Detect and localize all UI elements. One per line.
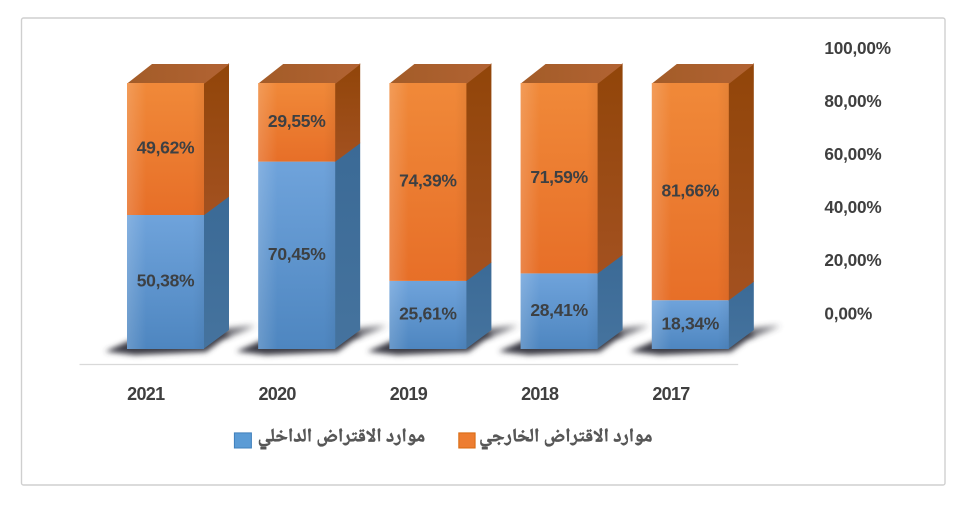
- svg-text:49,62%: 49,62%: [137, 138, 195, 158]
- svg-text:71,59%: 71,59%: [530, 167, 588, 187]
- svg-text:29,55%: 29,55%: [268, 111, 326, 131]
- svg-text:2017: 2017: [652, 384, 690, 404]
- svg-text:50,38%: 50,38%: [137, 271, 195, 291]
- svg-text:2018: 2018: [521, 384, 559, 404]
- svg-text:2021: 2021: [127, 384, 165, 404]
- svg-text:70,45%: 70,45%: [268, 244, 326, 264]
- svg-text:60,00%: 60,00%: [824, 144, 881, 164]
- svg-text:40,00%: 40,00%: [824, 197, 881, 217]
- svg-text:0,00%: 0,00%: [824, 303, 872, 323]
- svg-text:74,39%: 74,39%: [399, 171, 457, 191]
- svg-text:100,00%: 100,00%: [824, 38, 890, 58]
- svg-text:18,34%: 18,34%: [662, 313, 720, 333]
- svg-text:2019: 2019: [390, 384, 428, 404]
- svg-text:28,41%: 28,41%: [530, 300, 588, 320]
- svg-text:20,00%: 20,00%: [824, 250, 881, 270]
- svg-text:80,00%: 80,00%: [824, 91, 881, 111]
- svg-text:81,66%: 81,66%: [662, 180, 720, 200]
- svg-text:2020: 2020: [258, 384, 296, 404]
- svg-text:25,61%: 25,61%: [399, 304, 457, 324]
